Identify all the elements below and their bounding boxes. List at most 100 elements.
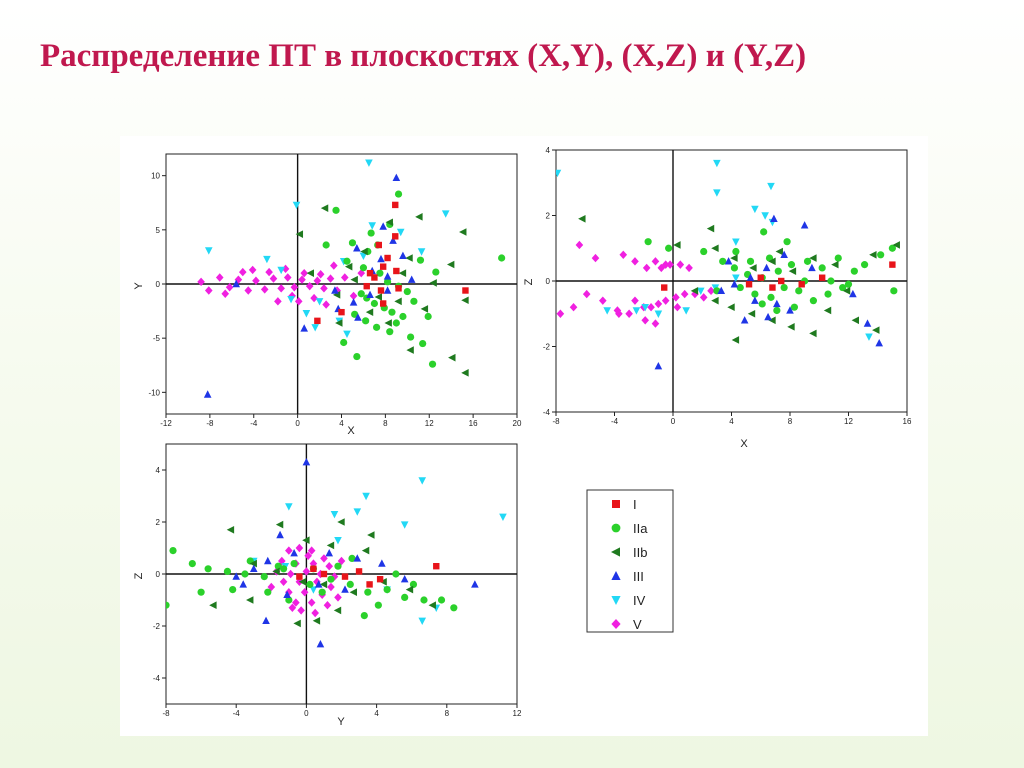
point-v	[575, 240, 584, 250]
point-iia	[783, 238, 791, 246]
point-v	[651, 319, 660, 328]
legend-marker-iia	[611, 523, 621, 533]
point-v	[661, 260, 670, 269]
point-v	[680, 289, 689, 299]
point-iia	[373, 323, 381, 331]
point-iib	[385, 218, 393, 227]
y-axis-title: Z	[523, 278, 535, 285]
point-iib	[809, 329, 817, 338]
point-iib	[398, 269, 407, 277]
point-iib	[415, 213, 423, 221]
point-iia	[428, 360, 437, 368]
point-iv	[315, 298, 324, 306]
point-iii	[717, 286, 726, 295]
point-iv	[732, 274, 740, 282]
y-tick-label: -2	[153, 622, 161, 631]
point-v	[269, 274, 278, 283]
point-i	[392, 201, 399, 209]
point-iia	[394, 190, 403, 198]
point-iia	[279, 565, 288, 573]
point-iii	[300, 324, 309, 332]
point-iii	[392, 173, 401, 182]
x-tick-label: 8	[788, 417, 793, 426]
point-iv	[682, 307, 690, 315]
point-iv	[400, 521, 409, 529]
point-iia	[322, 241, 330, 249]
point-iv	[362, 492, 370, 501]
point-iib	[727, 303, 735, 311]
point-v	[642, 263, 651, 273]
point-v	[248, 265, 257, 275]
point-i	[310, 565, 317, 572]
point-v	[661, 296, 670, 305]
point-iib	[730, 254, 738, 262]
point-iib	[892, 241, 900, 249]
point-v	[325, 562, 334, 571]
point-iia	[437, 596, 446, 604]
x-tick-label: 4	[729, 417, 734, 426]
point-v	[330, 261, 338, 270]
point-iib	[448, 353, 456, 362]
point-iv	[353, 508, 362, 516]
point-iia	[351, 310, 359, 318]
point-v	[300, 588, 309, 597]
point-iii	[773, 299, 781, 308]
point-iia	[790, 303, 798, 311]
point-iii	[780, 250, 788, 258]
point-iib	[788, 267, 797, 275]
legend-label-iv: IV	[633, 593, 646, 608]
point-v	[357, 268, 366, 278]
point-iia	[348, 554, 356, 562]
x-tick-label: -12	[160, 419, 172, 428]
point-iia	[353, 352, 361, 361]
x-tick-label: 12	[844, 417, 853, 426]
point-iia	[767, 293, 775, 301]
point-iia	[374, 601, 382, 609]
slide-title: Распределение ПТ в плоскостях (X,Y), (X,…	[40, 38, 807, 74]
point-iib	[350, 275, 358, 284]
point-iv	[204, 247, 213, 255]
point-iib	[312, 617, 321, 625]
point-v	[244, 286, 253, 295]
point-iia	[665, 244, 673, 252]
point-iib	[293, 619, 301, 628]
point-iii	[283, 590, 291, 598]
point-iv	[292, 201, 301, 210]
y-tick-label: 2	[546, 212, 551, 221]
point-iib	[706, 224, 715, 233]
x-tick-label: -4	[611, 417, 619, 426]
legend-marker-v	[611, 619, 621, 629]
x-tick-label: 16	[469, 419, 478, 428]
y-tick-label: 0	[156, 570, 161, 579]
point-i	[889, 261, 896, 268]
point-iii	[383, 286, 392, 294]
point-iia	[827, 277, 835, 285]
point-iii	[378, 559, 386, 567]
point-iv	[287, 295, 295, 304]
point-i	[395, 285, 402, 292]
point-iii	[770, 214, 778, 222]
y-tick-label: -5	[153, 334, 161, 343]
point-iii	[746, 273, 755, 281]
point-v	[625, 309, 633, 318]
point-iii	[379, 222, 387, 230]
point-i	[745, 281, 753, 288]
point-iia	[357, 290, 365, 298]
point-iii	[290, 549, 298, 557]
point-iia	[419, 339, 427, 348]
point-iib	[332, 291, 341, 299]
point-i	[778, 277, 785, 285]
y-tick-label: 5	[156, 226, 161, 235]
point-v	[252, 276, 260, 285]
point-v	[304, 551, 312, 560]
point-iv	[263, 255, 271, 264]
point-v	[676, 260, 685, 269]
point-v	[225, 283, 234, 292]
point-v	[556, 309, 565, 318]
x-tick-label: -8	[552, 417, 560, 426]
point-iv	[654, 310, 663, 318]
legend-label-i: I	[633, 497, 637, 512]
point-iv	[865, 333, 873, 341]
point-iia	[392, 570, 400, 578]
